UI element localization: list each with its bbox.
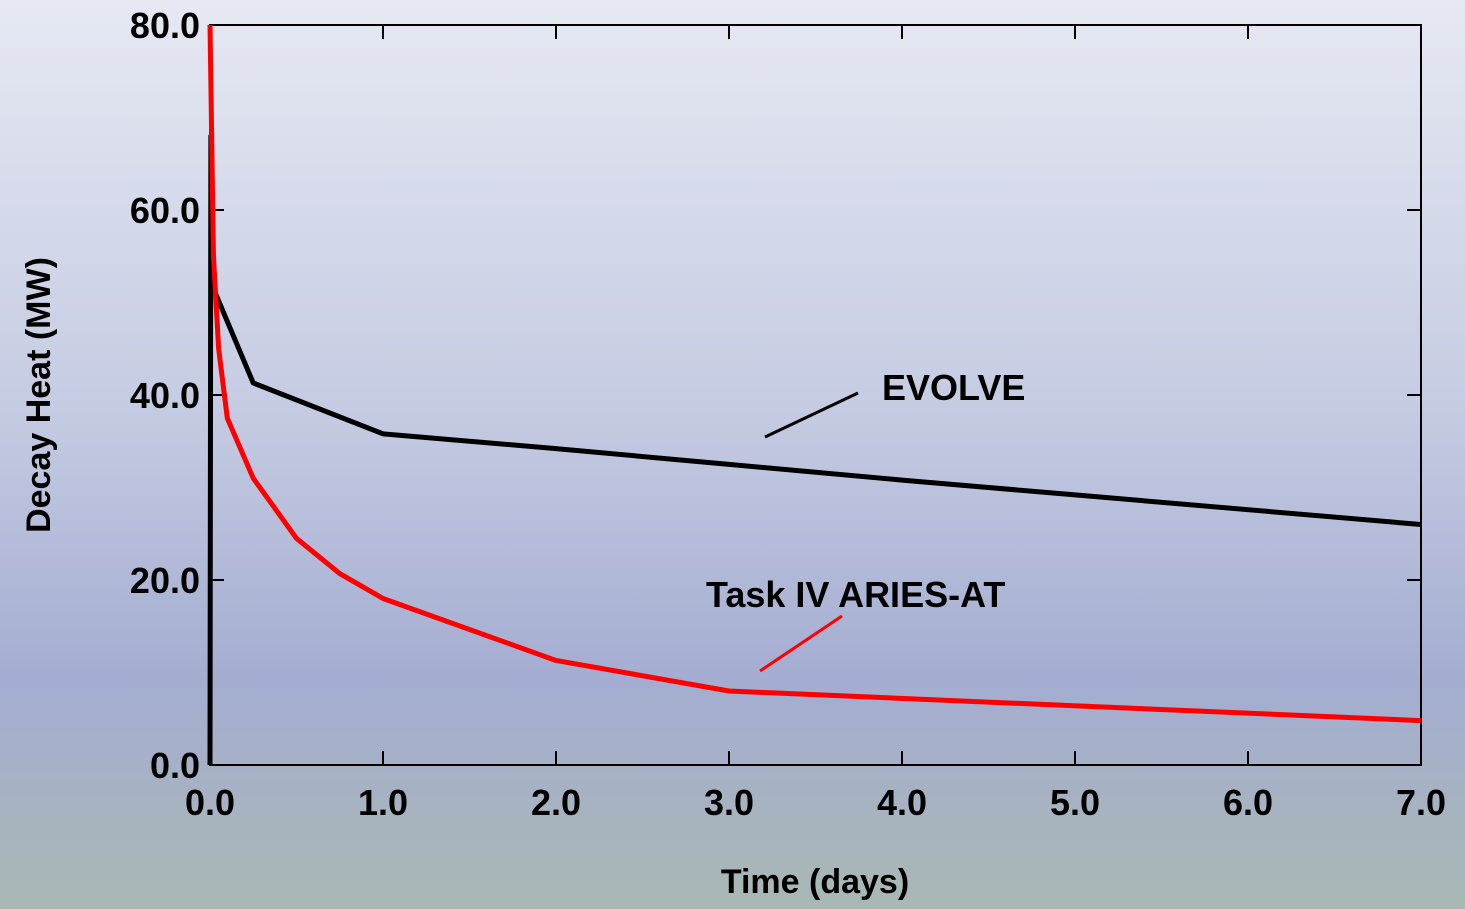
x-tick-label: 7.0 <box>1396 782 1446 823</box>
plot-frame <box>209 24 1422 766</box>
x-tick-label: 3.0 <box>704 782 754 823</box>
annotation-pointer <box>764 391 859 439</box>
y-tick-label: 0.0 <box>150 745 200 786</box>
y-tick-label: 20.0 <box>130 560 200 601</box>
y-axis-label: Decay Heat (MW) <box>20 257 58 533</box>
x-tick-label: 5.0 <box>1050 782 1100 823</box>
annotation-pointer <box>759 614 843 673</box>
x-tick-label: 1.0 <box>358 782 408 823</box>
series-label: Task IV ARIES-AT <box>706 574 1005 615</box>
series-label: EVOLVE <box>882 367 1025 408</box>
x-tick-label: 6.0 <box>1223 782 1273 823</box>
series-line <box>207 24 1422 724</box>
series-line <box>207 133 1422 766</box>
x-tick-label: 2.0 <box>531 782 581 823</box>
x-tick-label: 0.0 <box>185 782 235 823</box>
x-tick-label: 4.0 <box>877 782 927 823</box>
y-tick-label: 80.0 <box>130 5 200 46</box>
y-tick-label: 60.0 <box>130 190 200 231</box>
y-tick-label: 40.0 <box>130 375 200 416</box>
x-axis-label: Time (days) <box>721 863 909 901</box>
